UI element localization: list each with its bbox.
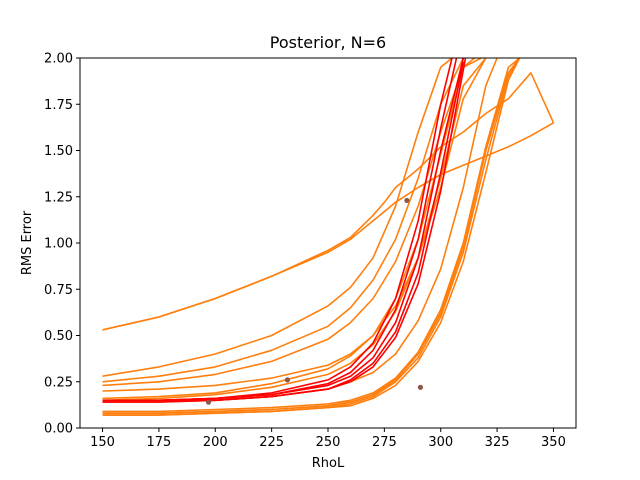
series-line-12: [102, 58, 521, 414]
data-point: [284, 377, 291, 383]
y-axis-label: RMS Error: [20, 210, 35, 275]
series-line-9: [102, 58, 521, 413]
x-tick-label: 250: [316, 435, 341, 450]
series-line-19: [102, 58, 467, 403]
y-tick-label: 1.75: [44, 98, 73, 113]
series-line-14: [102, 58, 482, 400]
y-axis: 0.00 0.25 0.50 0.75 1.00 1.25 1.50 1.75 2.00: [44, 52, 80, 437]
x-tick-label: 150: [90, 435, 115, 450]
series-line-5: [102, 58, 476, 387]
series-line-17: [102, 58, 465, 402]
series-line-2: [102, 122, 554, 331]
y-tick-label: 2.00: [44, 52, 73, 67]
points-layer: [205, 197, 424, 405]
series-line-3: [102, 58, 453, 377]
y-tick-label: 0.50: [44, 329, 73, 344]
x-axis: 150 175 200 225 250 275 300 325 350: [90, 428, 566, 450]
y-tick-label: 1.25: [44, 190, 73, 205]
x-axis-label: RhoL: [312, 456, 345, 471]
series-line-16: [102, 58, 458, 402]
chart-title: Posterior, N=6: [270, 33, 386, 52]
x-tick-label: 225: [259, 435, 284, 450]
data-point: [205, 399, 212, 405]
y-tick-label: 0.75: [44, 283, 73, 298]
x-tick-label: 325: [485, 435, 510, 450]
y-tick-label: 0.25: [44, 375, 73, 390]
y-tick-label: 0.00: [44, 422, 73, 437]
plot-frame: [79, 57, 577, 429]
x-tick-label: 300: [428, 435, 453, 450]
series-line-1: [102, 72, 555, 331]
plot-area: [79, 57, 577, 429]
x-tick-label: 350: [541, 435, 566, 450]
data-point: [404, 197, 410, 204]
series-line-18: [102, 61, 465, 402]
series-line-4: [102, 58, 465, 383]
x-tick-label: 175: [146, 435, 171, 450]
y-tick-label: 1.50: [44, 144, 73, 159]
series-line-11: [102, 58, 521, 416]
data-point: [417, 384, 424, 390]
series-layer: [102, 58, 555, 416]
x-tick-label: 200: [203, 435, 228, 450]
y-tick-label: 1.00: [44, 237, 73, 252]
x-tick-label: 275: [372, 435, 397, 450]
